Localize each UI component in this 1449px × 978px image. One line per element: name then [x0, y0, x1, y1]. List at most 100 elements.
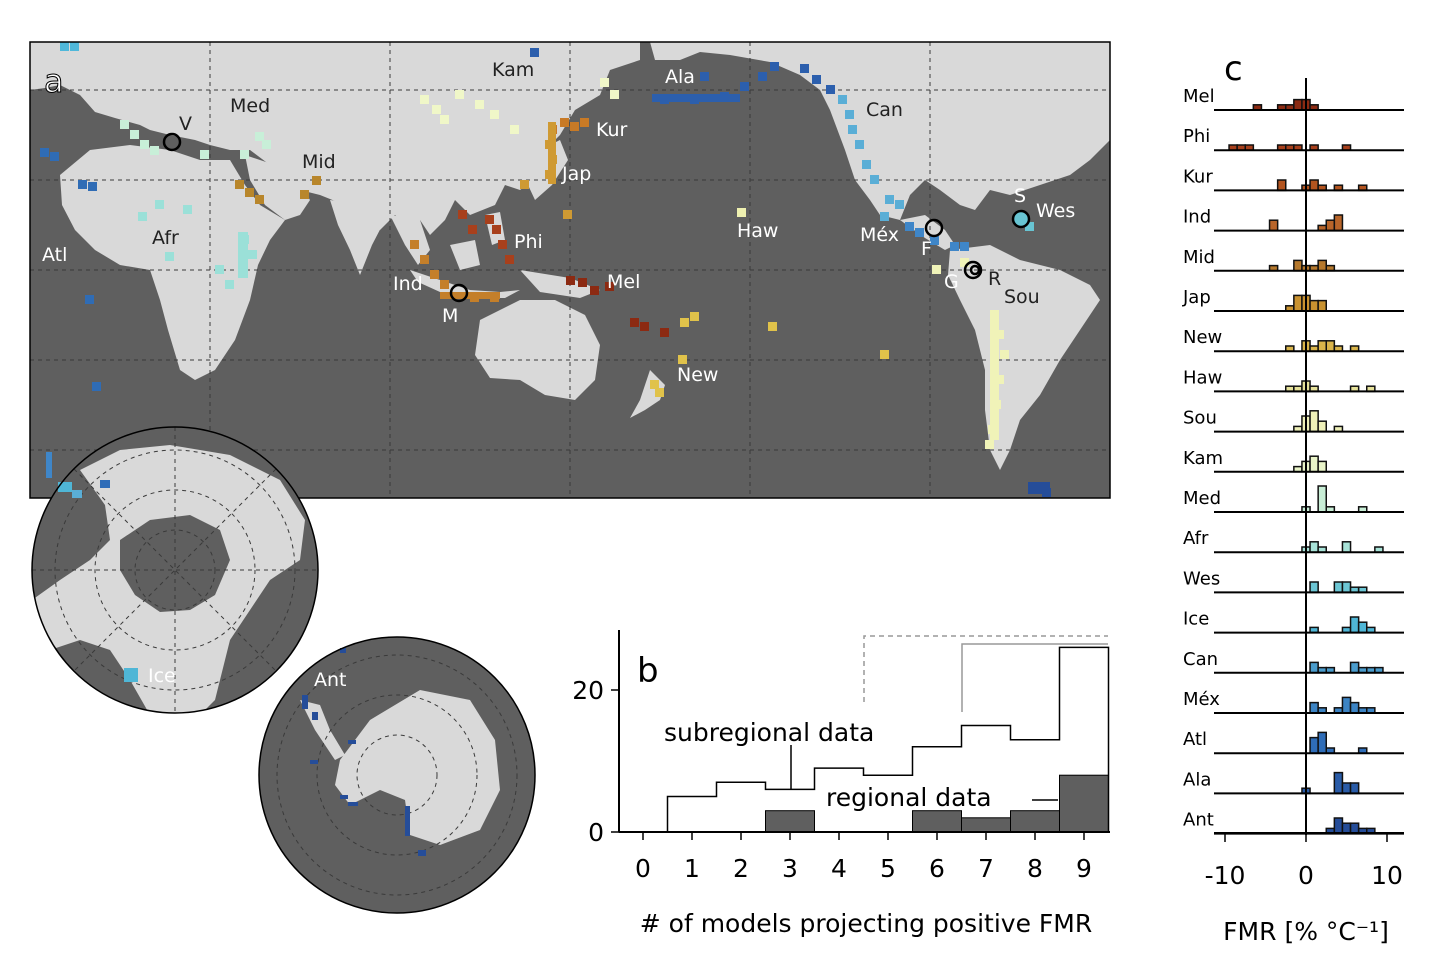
- fmr-cell-30: [563, 210, 572, 219]
- map-label-new: New: [677, 364, 718, 386]
- fmr-cell-103: [800, 64, 809, 73]
- fmr-cell-111: [70, 42, 79, 51]
- map-label-sou: Sou: [1004, 286, 1040, 308]
- fmr-row-2: Kur: [1183, 166, 1404, 192]
- chart-b-xlabel: # of models projecting positive FMR: [640, 909, 1092, 938]
- site-marker-f: [924, 218, 944, 238]
- fmr-row-18: Ant: [1183, 810, 1404, 835]
- world-map-panel: Kam Ala Med Mid Kur Jap Can Phi Mel Haw …: [29, 41, 1111, 499]
- fmr-row-label-3: Ind: [1183, 207, 1211, 228]
- fmr-cell-2: [140, 140, 149, 149]
- fmr-bin-14-0: [1309, 661, 1319, 674]
- map-label-phi: Phi: [514, 231, 543, 253]
- x-tick-label-8: 8: [1027, 854, 1043, 883]
- x-tick-label-4: 4: [831, 854, 847, 883]
- fmr-row-label-16: Atl: [1183, 729, 1207, 750]
- fmr-cell-62: [225, 280, 234, 289]
- fmr-cell-16: [490, 110, 499, 119]
- map-gridlines: [30, 42, 1110, 498]
- fmr-cell-1: [130, 130, 139, 139]
- annotation-subregional: subregional data: [664, 718, 874, 747]
- fmr-band-afr: [238, 232, 248, 278]
- fmr-cell-20: [420, 95, 429, 104]
- fmr-cell-72: [845, 110, 854, 119]
- fmr-cell-110: [60, 42, 69, 51]
- x-tick-label-6: 6: [929, 854, 945, 883]
- fmr-cell-78: [895, 200, 904, 209]
- fmr-cell-50: [650, 380, 659, 389]
- fmr-bin-5-1: [1293, 294, 1303, 312]
- fmr-cell-47: [440, 280, 449, 289]
- site-marker-v: [162, 132, 182, 152]
- regional-bar-3: [765, 810, 815, 833]
- fmr-band-ala: [652, 94, 740, 102]
- fmr-row-15: Méx: [1183, 689, 1404, 714]
- fmr-cell-81: [915, 228, 924, 237]
- fmr-row-label-18: Ant: [1183, 810, 1214, 831]
- fmr-cell-70: [92, 382, 101, 391]
- fmr-cell-85: [737, 208, 746, 217]
- fmr-bin-12-0: [1309, 581, 1319, 594]
- fmr-cell-106: [700, 72, 709, 81]
- y-tick-label-0: 0: [588, 818, 604, 847]
- fmr-cell-102: [770, 62, 779, 71]
- fmr-cell-42: [640, 322, 649, 331]
- fmr-cell-24: [570, 122, 579, 131]
- fmr-cell-94: [960, 258, 969, 267]
- c-x-tick-label--10: -10: [1205, 861, 1246, 890]
- fmr-row-14: Can: [1183, 649, 1404, 674]
- fmr-cell-4: [200, 150, 209, 159]
- subregional-step-line: [618, 646, 1110, 833]
- fmr-bin-2-0: [1276, 179, 1287, 192]
- fmr-cell-75: [862, 160, 871, 169]
- site-marker-m: [449, 283, 469, 303]
- fmr-cell-69: [85, 295, 94, 304]
- fmr-cell-84: [960, 242, 969, 251]
- fmr-cell-36: [468, 225, 477, 234]
- site-label-g: G: [944, 271, 959, 293]
- antarctic-gridlines: [276, 654, 518, 896]
- fmr-row-label-5: Jap: [1182, 287, 1211, 308]
- fmr-band-sou: [990, 310, 999, 440]
- map-label-ind: Ind: [393, 273, 423, 295]
- map-label-can: Can: [866, 99, 903, 121]
- fmr-distribution-chart: Mel Phi Kur Ind Mid Jap New Haw Sou Kam Med Afr Wes I…: [1182, 49, 1404, 946]
- fmr-cell-0: [120, 120, 129, 129]
- fmr-row-0: Mel: [1183, 86, 1404, 111]
- fmr-bin-11-1: [1309, 541, 1319, 553]
- fmr-row-10: Med: [1183, 485, 1404, 513]
- fmr-cell-46: [430, 270, 439, 279]
- fmr-cell-61: [215, 265, 224, 274]
- model-count-chart: 0 1 2 3 4 5 6 7 8 9 0 20 subregional data regional …: [572, 630, 1110, 938]
- panel-label-b: b: [637, 651, 659, 691]
- fmr-bin-14-3: [1349, 661, 1360, 674]
- fmr-cell-19: [610, 90, 619, 99]
- fmr-bin-13-3: [1357, 621, 1368, 634]
- fmr-row-16: Atl: [1183, 729, 1404, 755]
- fmr-cell-12: [300, 190, 309, 199]
- fmr-bin-5-3: [1309, 299, 1319, 312]
- x-tick-label-2: 2: [733, 854, 749, 883]
- fmr-cell-71: [838, 95, 847, 104]
- fmr-row-label-7: Haw: [1183, 367, 1222, 388]
- fmr-bin-8-2: [1309, 410, 1319, 433]
- panel-label-c: c: [1224, 49, 1243, 89]
- fmr-region-rows: Mel Phi Kur Ind Mid Jap New Haw Sou Kam Med Afr Wes I…: [1182, 86, 1404, 835]
- annotation-regional: regional data: [826, 783, 992, 812]
- fmr-cell-87: [995, 330, 1004, 339]
- site-label-r: R: [988, 268, 1001, 290]
- fmr-row-label-0: Mel: [1183, 86, 1215, 107]
- fmr-row-label-6: New: [1183, 327, 1222, 348]
- antarctic-frame: [258, 636, 536, 914]
- c-x-tick-label-0: 0: [1298, 861, 1314, 890]
- fmr-cell-53: [690, 312, 699, 321]
- fmr-cell-89: [995, 375, 1004, 384]
- fmr-cell-73: [848, 125, 857, 134]
- fmr-cell-34: [505, 255, 514, 264]
- fmr-cell-18: [600, 78, 609, 87]
- fmr-cell-54: [678, 355, 687, 364]
- fmr-cell-74: [855, 140, 864, 149]
- fmr-bin-12-2: [1341, 581, 1352, 594]
- fmr-bin-2-2: [1309, 179, 1319, 192]
